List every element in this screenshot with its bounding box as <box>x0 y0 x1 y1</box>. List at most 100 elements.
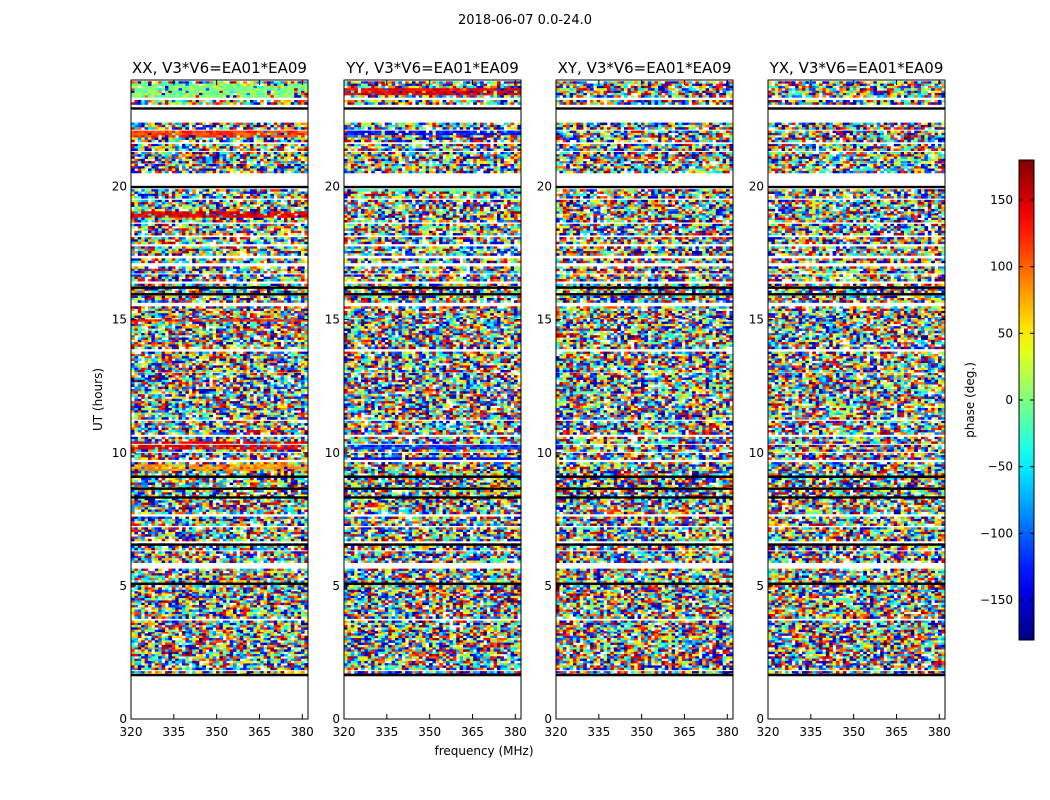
colorbar-tick-label: −50 <box>988 460 1013 474</box>
flag-line <box>768 107 945 110</box>
flag-line <box>131 487 308 490</box>
x-axis-label: frequency (MHz) <box>434 744 533 758</box>
y-tick-label: 15 <box>325 313 340 327</box>
x-tick-label: 320 <box>757 725 780 739</box>
flag-line <box>344 475 521 478</box>
colorbar-label: phase (deg.) <box>963 362 977 438</box>
flag-line <box>556 582 733 585</box>
x-tick-label: 350 <box>418 725 441 739</box>
x-tick-label: 380 <box>716 725 739 739</box>
x-tick-label: 335 <box>587 725 610 739</box>
x-tick-label: 350 <box>630 725 653 739</box>
panel-title: YX, V3*V6=EA01*EA09 <box>769 59 944 77</box>
x-tick-label: 320 <box>333 725 356 739</box>
y-tick-label: 15 <box>112 313 127 327</box>
y-tick-label: 20 <box>537 180 552 194</box>
flag-line <box>768 293 945 296</box>
colorbar-tick-label: −150 <box>980 593 1013 607</box>
figure-suptitle: 2018-06-07 0.0-24.0 <box>0 13 1050 28</box>
heatmap-cells <box>344 81 521 677</box>
y-tick-label: 15 <box>537 313 552 327</box>
flag-line <box>131 107 308 110</box>
flag-line <box>768 286 945 289</box>
flag-line <box>768 543 945 546</box>
y-tick-label: 0 <box>119 712 127 726</box>
x-tick-label: 365 <box>248 725 271 739</box>
flag-line <box>556 475 733 478</box>
x-tick-label: 365 <box>885 725 908 739</box>
y-tick-label: 5 <box>119 579 127 593</box>
flag-line <box>768 487 945 490</box>
flag-line <box>131 293 308 296</box>
flag-line <box>344 185 521 189</box>
x-tick-label: 350 <box>842 725 865 739</box>
y-tick-label: 10 <box>112 446 127 460</box>
heatmap-cells <box>556 81 733 677</box>
x-tick-label: 350 <box>205 725 228 739</box>
panel-frame <box>555 79 734 720</box>
y-tick-label: 0 <box>332 712 340 726</box>
colorbar-tick-label: 0 <box>1005 393 1013 407</box>
x-tick-label: 380 <box>291 725 314 739</box>
colorbar-tick-label: 100 <box>990 260 1013 274</box>
x-tick-label: 335 <box>375 725 398 739</box>
x-tick-label: 365 <box>461 725 484 739</box>
y-tick-label: 20 <box>749 180 764 194</box>
flag-line <box>131 286 308 289</box>
y-tick-label: 5 <box>756 579 764 593</box>
y-axis-label: UT (hours) <box>91 368 105 431</box>
flag-line <box>768 475 945 478</box>
x-tick-label: 335 <box>799 725 822 739</box>
flag-line <box>768 496 945 499</box>
flag-line <box>344 673 521 677</box>
flag-line <box>556 107 733 110</box>
colorbar-tick-label: 150 <box>990 193 1013 207</box>
panel-xx: 320 335 350 365 380 0 5 10 15 20 XX, V3*V6=EA01*EA… <box>91 59 314 739</box>
panel-frame <box>130 79 309 720</box>
flag-line <box>556 293 733 296</box>
flag-line <box>556 673 733 677</box>
flag-line <box>131 475 308 478</box>
x-tick-label: 335 <box>162 725 185 739</box>
flag-line <box>556 543 733 546</box>
flag-line <box>556 496 733 499</box>
flag-line <box>556 185 733 189</box>
flag-line <box>344 293 521 296</box>
colorbar: −150 −100 −50 0 50 100 150 phase (deg.) <box>963 159 1035 641</box>
colorbar-tick-label: −100 <box>980 526 1013 540</box>
panel-title: XY, V3*V6=EA01*EA09 <box>558 59 732 77</box>
panel-yx: 320 335 350 365 380 0 5 10 15 20 YX, V3*V6=EA01*EA… <box>749 59 951 739</box>
panel-title: YY, V3*V6=EA01*EA09 <box>345 59 519 77</box>
flag-line <box>131 185 308 189</box>
flag-line <box>344 582 521 585</box>
panel-yy: 320 335 350 365 380 0 5 10 15 20 YY, V3*V6=EA01*EA… <box>325 59 534 758</box>
y-tick-label: 5 <box>544 579 552 593</box>
heatmap-cells <box>768 81 945 677</box>
y-tick-label: 10 <box>537 446 552 460</box>
flag-line <box>344 487 521 490</box>
panel-xy: 320 335 350 365 380 0 5 10 15 20 XY, V3*V6=EA01*EA… <box>537 59 739 739</box>
x-tick-label: 365 <box>673 725 696 739</box>
x-tick-label: 320 <box>120 725 143 739</box>
flag-line <box>344 286 521 289</box>
y-tick-label: 10 <box>749 446 764 460</box>
panel-frame <box>767 79 946 720</box>
panel-frame <box>343 79 522 720</box>
x-tick-label: 320 <box>545 725 568 739</box>
y-tick-label: 5 <box>332 579 340 593</box>
flag-line <box>131 582 308 585</box>
flag-line <box>131 496 308 499</box>
flag-line <box>768 185 945 189</box>
x-tick-label: 380 <box>504 725 527 739</box>
flag-line <box>131 673 308 677</box>
flag-line <box>344 496 521 499</box>
y-tick-label: 0 <box>756 712 764 726</box>
y-tick-label: 15 <box>749 313 764 327</box>
flag-line <box>131 543 308 546</box>
y-tick-label: 20 <box>112 180 127 194</box>
flag-line <box>344 543 521 546</box>
flag-line <box>344 107 521 110</box>
heatmap-cells <box>131 81 308 677</box>
panel-title: XX, V3*V6=EA01*EA09 <box>132 59 307 77</box>
